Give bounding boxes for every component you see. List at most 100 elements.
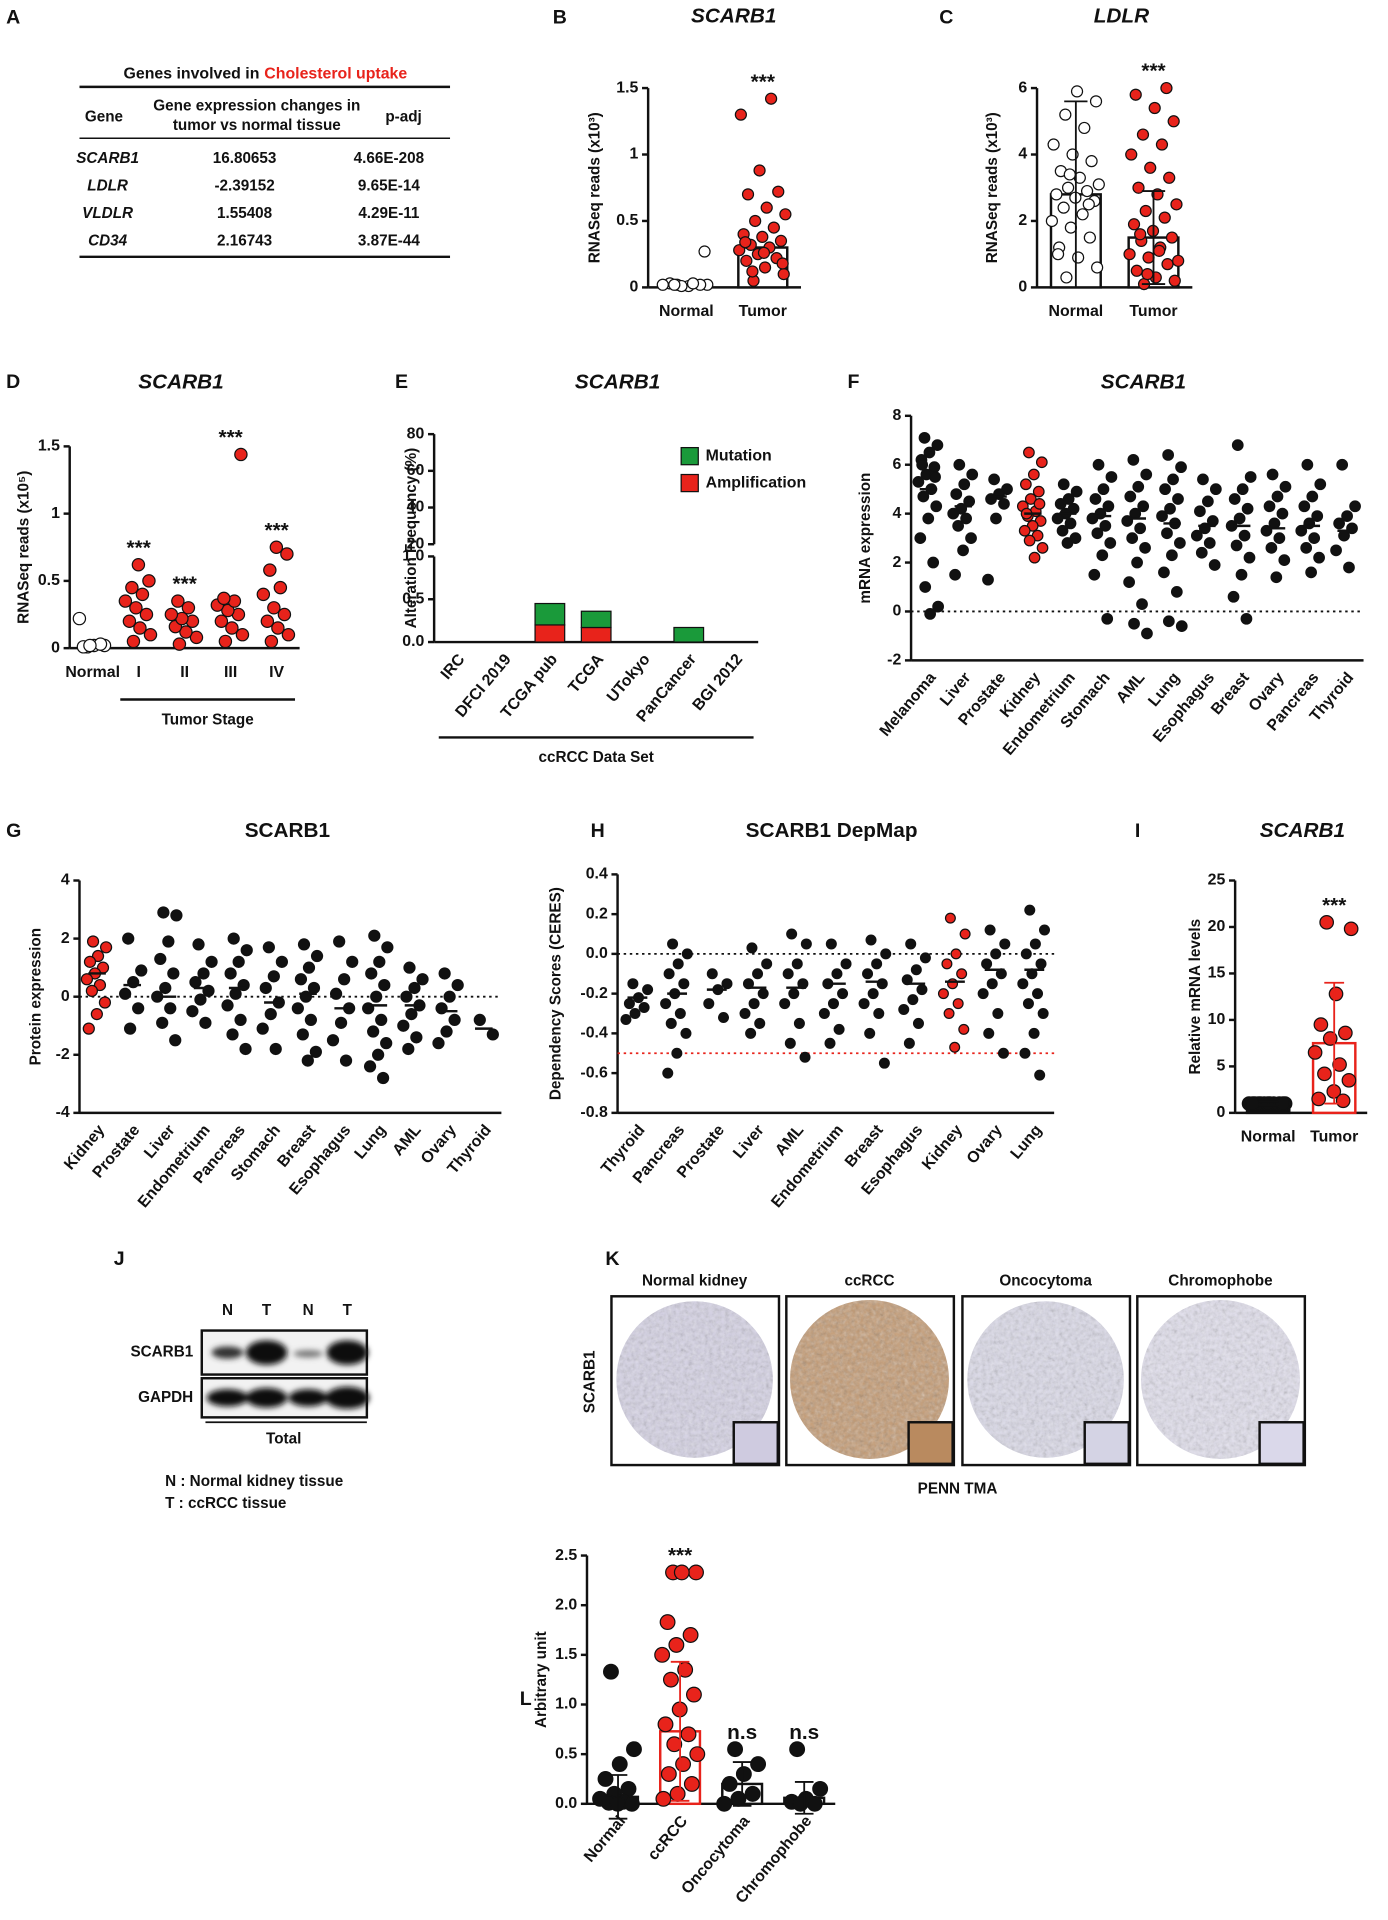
data-point [1144, 161, 1157, 174]
data-point [486, 1028, 499, 1041]
data-point [753, 164, 766, 177]
data-point [1132, 181, 1145, 194]
data-point [1279, 480, 1292, 493]
data-point [1341, 1072, 1357, 1088]
y-tick-label: 0.5 [555, 1745, 577, 1762]
data-point [124, 1022, 137, 1035]
table-cell: 3.87E-44 [358, 233, 420, 250]
table-cell: -2.39152 [214, 178, 274, 195]
data-point [1235, 568, 1248, 581]
y-axis-label: RNASeq reads (x10³) [587, 112, 604, 263]
data-point [1082, 198, 1095, 211]
data-point [181, 601, 196, 615]
data-point [269, 1042, 282, 1056]
lane-label: T [262, 1302, 272, 1319]
data-point [927, 556, 940, 569]
data-point [1332, 1057, 1347, 1072]
data-point [620, 1013, 632, 1025]
data-point [189, 976, 202, 989]
data-point [1228, 493, 1241, 505]
data-point [871, 958, 883, 970]
data-point [1054, 497, 1067, 510]
data-point [1305, 566, 1317, 579]
chart-title: LDLR [1094, 5, 1149, 28]
x-tick-label: TCGA [565, 651, 607, 697]
significance: *** [1141, 60, 1166, 83]
data-point [192, 938, 205, 951]
data-point [239, 1042, 252, 1056]
chart-title: SCARB1 [575, 370, 660, 393]
y-axis-label: RNASeq reads (x10³) [984, 112, 1001, 263]
data-point [170, 909, 183, 922]
data-point [1099, 519, 1112, 532]
data-point [638, 1002, 650, 1014]
data-point [1276, 507, 1289, 520]
data-point [1308, 532, 1321, 544]
data-point [281, 627, 296, 642]
data-point [1130, 264, 1143, 277]
data-point [919, 952, 931, 964]
y-tick-label: 1 [630, 146, 639, 163]
data-point [923, 446, 936, 459]
data-point [660, 998, 672, 1010]
data-point [143, 627, 158, 642]
data-point [1244, 471, 1257, 483]
table-header: p-adj [385, 108, 421, 125]
y-tick-label: -0.8 [580, 1104, 608, 1121]
data-point [1027, 468, 1040, 481]
data-point [748, 998, 760, 1010]
data-point [1123, 248, 1136, 261]
data-point [259, 981, 272, 995]
data-point [627, 978, 639, 990]
data-point [91, 949, 105, 963]
data-point [1165, 231, 1179, 244]
data-point [1137, 500, 1150, 513]
data-point [408, 981, 421, 995]
data-point [727, 1741, 744, 1758]
ihc-panel: ccRCC [785, 1273, 956, 1467]
data-point [924, 608, 937, 620]
data-point [1127, 453, 1140, 466]
significance: *** [1322, 894, 1347, 917]
table-cell: 2.16743 [217, 233, 272, 250]
data-point [950, 948, 962, 960]
data-point [1349, 500, 1361, 513]
data-point [930, 500, 943, 513]
data-point [1104, 537, 1117, 549]
data-point [949, 568, 961, 581]
data-point [966, 468, 979, 481]
data-point [304, 1013, 318, 1027]
x-tick-label: Normal [1049, 303, 1104, 320]
y-tick-label: 20 [407, 535, 425, 552]
data-point [135, 964, 148, 977]
data-point [139, 607, 154, 622]
data-point [1162, 449, 1175, 461]
y-tick-label: 8 [892, 407, 901, 424]
data-point [1172, 493, 1184, 505]
data-point [1317, 1066, 1332, 1082]
data-point [297, 938, 311, 951]
data-point [982, 573, 994, 586]
data-point [1125, 148, 1138, 161]
x-tick-label: BGI 2012 [690, 651, 747, 714]
y-tick-label: 2.5 [555, 1547, 577, 1564]
data-point [370, 990, 383, 1003]
data-point [1064, 221, 1077, 234]
data-point [1203, 537, 1216, 549]
panel-label: L [520, 1688, 532, 1710]
ihc-title: ccRCC [844, 1273, 894, 1290]
x-tick-label: Tumor [1310, 1129, 1358, 1146]
data-point [1160, 81, 1173, 95]
y-tick-label: 2 [1018, 212, 1027, 229]
data-point [1091, 261, 1104, 274]
data-point [271, 621, 285, 635]
data-point [1263, 500, 1276, 513]
data-point [683, 1775, 700, 1792]
data-point [761, 958, 773, 970]
chart-title: SCARB1 [138, 370, 223, 393]
data-point [1080, 184, 1094, 198]
significance: *** [127, 536, 152, 559]
y-axis-label: Protein expression [28, 928, 45, 1065]
panel-label: E [395, 371, 408, 393]
x-tick-label: Ovary [964, 1122, 1006, 1168]
